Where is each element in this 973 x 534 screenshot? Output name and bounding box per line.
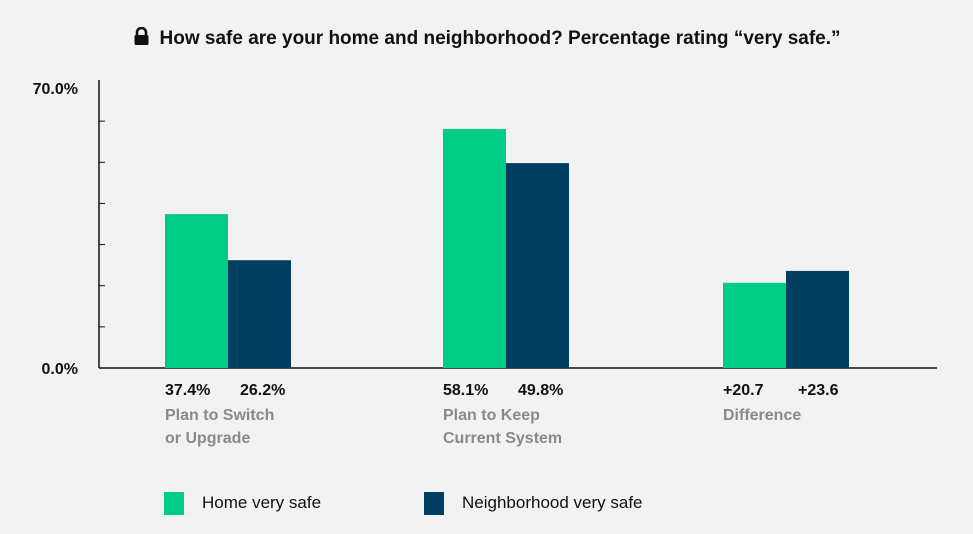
bar-neighborhood — [506, 163, 569, 368]
y-tick-label-max: 70.0% — [33, 81, 78, 98]
legend-swatch-home — [164, 491, 184, 515]
category-label: Plan to Switch — [165, 407, 274, 424]
category-label: or Upgrade — [165, 430, 250, 447]
chart-title-text: How safe are your home and neighborhood?… — [159, 28, 841, 49]
bar-neighborhood — [228, 260, 291, 368]
bar-value-labels: 37.4% 26.2% 58.1% 49.8% +20.7 +23.6 — [165, 382, 839, 399]
bar-home — [443, 128, 506, 368]
category-label: Difference — [723, 407, 801, 424]
y-ticks: 0.0% 70.0% — [33, 81, 105, 378]
bar-value-label: 58.1% — [443, 382, 488, 399]
chart-title: How safe are your home and neighborhood?… — [0, 26, 973, 52]
legend-item-neighborhood: Neighborhood very safe — [424, 490, 643, 516]
legend-swatch-neighborhood — [424, 491, 444, 515]
bar-neighborhood — [786, 270, 849, 368]
bar-home — [165, 214, 228, 368]
bar-value-label: +23.6 — [798, 382, 839, 399]
bar-chart: 0.0% 70.0% 37.4% 26.2% 58.1% 49.8% +20.7 +23.6… — [33, 80, 937, 447]
bar-value-label: 37.4% — [165, 382, 210, 399]
bar-home — [723, 282, 786, 368]
category-labels: Plan to Switch or Upgrade Plan to Keep Curr… — [165, 407, 801, 447]
bar-value-label: +20.7 — [723, 382, 764, 399]
category-label: Plan to Keep — [443, 407, 540, 424]
lock-icon — [133, 26, 150, 52]
bar-value-label: 26.2% — [240, 382, 285, 399]
legend-item-home: Home very safe — [164, 490, 321, 516]
y-tick-label-min: 0.0% — [42, 361, 78, 378]
bar-value-label: 49.8% — [518, 382, 563, 399]
bars — [165, 128, 849, 368]
legend-label-home: Home very safe — [202, 493, 322, 512]
legend-label-neighborhood: Neighborhood very safe — [462, 493, 643, 512]
category-label: Current System — [443, 430, 562, 447]
